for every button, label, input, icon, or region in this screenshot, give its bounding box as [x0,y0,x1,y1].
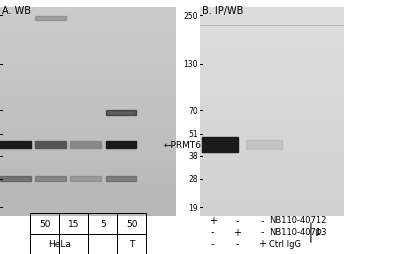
Text: 50: 50 [126,219,138,228]
Text: 70: 70 [188,106,198,115]
Bar [117,234,146,254]
Text: 15: 15 [68,219,80,228]
Bar [0,141,31,149]
Bar [59,234,88,254]
Text: -: - [211,238,214,248]
Text: NB110-40713: NB110-40713 [269,227,327,236]
Text: -: - [211,227,214,237]
Bar [88,213,117,234]
Text: ←PRMT6: ←PRMT6 [0,253,1,254]
Text: +: + [234,227,242,237]
Text: T: T [129,239,134,248]
Bar [30,234,59,254]
Text: -: - [261,215,264,225]
Text: Ctrl IgG: Ctrl IgG [269,239,301,248]
Bar [0,176,31,181]
Text: 51: 51 [188,130,198,139]
Text: NB110-40712: NB110-40712 [269,216,326,225]
Bar [106,141,136,149]
Bar [106,110,136,115]
Text: -: - [236,215,239,225]
Bar [246,141,282,150]
Text: 28: 28 [188,174,198,183]
Bar [35,17,66,21]
Text: +: + [258,238,266,248]
Text: 19: 19 [188,203,198,212]
Text: 50: 50 [39,219,50,228]
Bar [70,141,101,149]
Text: 130: 130 [183,60,198,69]
Text: HeLa: HeLa [48,239,70,248]
Bar [117,213,146,234]
Text: ←PRMT6: ←PRMT6 [164,141,202,150]
Text: A. WB: A. WB [2,6,31,16]
Bar [35,176,66,181]
Text: 250: 250 [183,12,198,21]
Bar [106,176,136,181]
Text: IP: IP [314,228,322,237]
Bar [35,141,66,149]
Text: B. IP/WB: B. IP/WB [202,6,243,16]
Text: 38: 38 [188,152,198,161]
Text: -: - [236,238,239,248]
Bar [202,138,238,152]
Text: 5: 5 [100,219,106,228]
Bar [70,176,101,181]
Bar [88,234,117,254]
Text: -: - [261,227,264,237]
Text: +: + [208,215,216,225]
Bar [59,213,88,234]
Bar [30,213,59,234]
